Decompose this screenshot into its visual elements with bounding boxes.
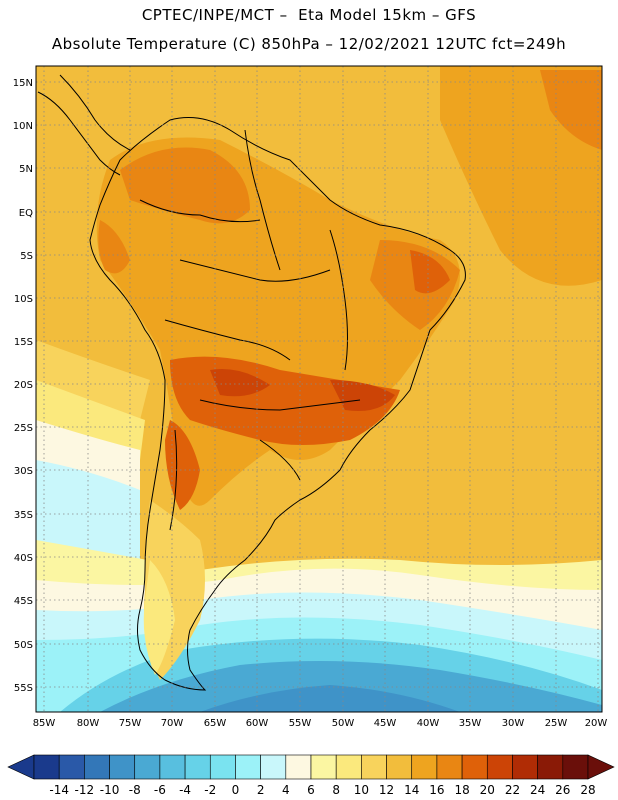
title-line-1: CPTEC/INPE/MCT – Eta Model 15km – GFS — [141, 6, 477, 24]
lat-label: 55S — [14, 683, 33, 694]
colorbar-label: 2 — [257, 783, 265, 797]
lon-label: 75W — [119, 718, 142, 729]
coastlines — [37, 74, 466, 691]
colorbar-label: 14 — [404, 783, 419, 797]
lon-label: 60W — [246, 718, 269, 729]
lon-label: 45W — [374, 718, 397, 729]
colorbar-swatch — [84, 754, 110, 780]
colorbar-swatch — [285, 754, 312, 780]
colorbar-arrow-left — [7, 754, 35, 780]
lon-label: 50W — [332, 718, 355, 729]
colorbar-label: 10 — [354, 783, 369, 797]
title-line-2: Absolute Temperature (C) 850hPa – 12/02/… — [51, 35, 567, 53]
colorbar-swatch — [562, 754, 589, 780]
colorbar-label: -12 — [75, 783, 95, 797]
colorbar-arrow-right — [587, 754, 615, 780]
colorbar-label: 26 — [555, 783, 570, 797]
colorbar-swatch — [235, 754, 261, 780]
lon-label: 35W — [459, 718, 482, 729]
colorbar-label: -2 — [204, 783, 216, 797]
colorbar-label: 22 — [505, 783, 520, 797]
colorbar-label: -10 — [100, 783, 120, 797]
colorbar-swatch — [159, 754, 186, 780]
map-frame — [35, 65, 603, 713]
colorbar-swatch — [109, 754, 136, 780]
colorbar-swatch — [335, 754, 362, 780]
lon-label: 25W — [545, 718, 568, 729]
temperature-field — [36, 66, 602, 712]
colorbar-swatch — [184, 754, 211, 780]
colorbar-swatch — [209, 754, 236, 780]
colorbar-swatch — [310, 754, 337, 780]
colorbar-label: -4 — [179, 783, 191, 797]
colorbar-swatch — [537, 754, 564, 780]
lat-label: 50S — [14, 640, 33, 651]
lon-label: 70W — [161, 718, 184, 729]
colorbar-label: -6 — [154, 783, 166, 797]
lat-label: 25S — [14, 423, 33, 434]
colorbar-label: 6 — [307, 783, 315, 797]
colorbar-swatch — [260, 754, 287, 780]
lat-label: 5N — [19, 164, 33, 175]
latitude-axis: 15N 10N 5N EQ 5S 10S 15S 20S 25S 30S 35S… — [13, 78, 33, 694]
colorbar-swatch — [33, 754, 60, 780]
lon-label: 65W — [204, 718, 227, 729]
lon-label: 20W — [585, 718, 608, 729]
colorbar-swatch — [461, 754, 488, 780]
lat-label: 10S — [14, 294, 33, 305]
colorbar-label: 20 — [480, 783, 495, 797]
lat-label: 45S — [14, 596, 33, 607]
lat-label: 15S — [14, 337, 33, 348]
colorbar-label: 8 — [332, 783, 340, 797]
lat-label: 40S — [14, 553, 33, 564]
lat-label: 30S — [14, 466, 33, 477]
colorbar-label: 28 — [580, 783, 595, 797]
colorbar-swatch — [436, 754, 463, 780]
colorbar-swatch — [411, 754, 438, 780]
colorbar-swatch — [486, 754, 513, 780]
lon-label: 40W — [417, 718, 440, 729]
lat-label: EQ — [19, 208, 33, 219]
colorbar-label: 16 — [429, 783, 444, 797]
colorbar-label: 0 — [232, 783, 240, 797]
lon-label: 80W — [77, 718, 100, 729]
colorbar-swatch — [386, 754, 413, 780]
lon-label: 55W — [289, 718, 312, 729]
lat-label: 10N — [13, 121, 33, 132]
colorbar-swatch — [361, 754, 387, 780]
colorbar-swatch — [134, 754, 161, 780]
colorbar-label: 24 — [530, 783, 545, 797]
longitude-axis: 85W 80W 75W 70W 65W 60W 55W 50W 45W 40W … — [33, 718, 608, 729]
lon-label: 30W — [502, 718, 525, 729]
lat-label: 35S — [14, 510, 33, 521]
colorbar-label: -8 — [129, 783, 141, 797]
colorbar-swatch — [512, 754, 538, 780]
colorbar-swatch — [58, 754, 85, 780]
lat-label: 15N — [13, 78, 33, 89]
lat-label: 20S — [14, 380, 33, 391]
lon-label: 85W — [33, 718, 56, 729]
colorbar-label: 12 — [379, 783, 394, 797]
colorbar-label: 18 — [454, 783, 469, 797]
colorbar: -14 -12 -10 -8 -6 -4 -2 0 2 4 6 8 10 12 14 16 18 20 22 24 26… — [7, 754, 615, 797]
colorbar-label: -14 — [49, 783, 69, 797]
lat-label: 5S — [20, 251, 33, 262]
colorbar-label: 4 — [282, 783, 290, 797]
